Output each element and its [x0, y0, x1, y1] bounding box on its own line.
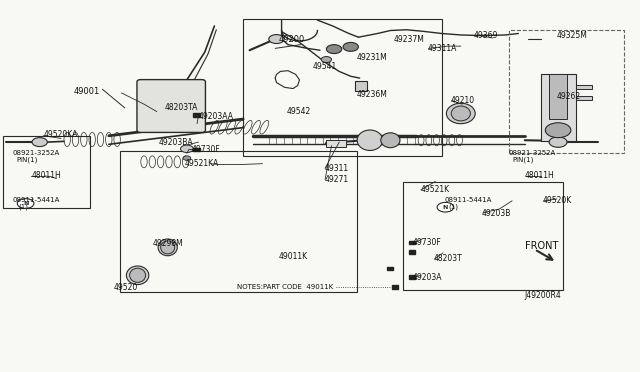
- Text: 49521K: 49521K: [421, 185, 451, 194]
- Text: 49520K: 49520K: [543, 196, 572, 205]
- Text: 49011K: 49011K: [278, 252, 308, 261]
- Text: 49237M: 49237M: [394, 35, 424, 44]
- Bar: [120, 151, 357, 292]
- Bar: [509, 30, 624, 153]
- Bar: [576, 85, 592, 89]
- Text: 48011H: 48011H: [32, 171, 61, 180]
- Text: 49271: 49271: [325, 175, 349, 184]
- Bar: [3, 136, 90, 208]
- Bar: [387, 267, 393, 270]
- Text: 08921-3252A: 08921-3252A: [509, 150, 556, 155]
- Circle shape: [549, 137, 567, 147]
- Text: 49236M: 49236M: [357, 90, 388, 99]
- FancyBboxPatch shape: [137, 80, 205, 132]
- Text: 49200: 49200: [278, 35, 305, 44]
- Circle shape: [437, 202, 454, 212]
- Circle shape: [269, 35, 284, 44]
- Text: 49521KA: 49521KA: [184, 159, 219, 168]
- Ellipse shape: [129, 268, 146, 282]
- Bar: [549, 74, 567, 119]
- Text: 49541: 49541: [312, 62, 337, 71]
- Text: 08921-3252A: 08921-3252A: [13, 150, 60, 155]
- Bar: [409, 250, 415, 254]
- Text: 49203A: 49203A: [413, 273, 442, 282]
- Circle shape: [321, 57, 332, 62]
- Text: 49730F: 49730F: [192, 145, 221, 154]
- Ellipse shape: [357, 130, 383, 151]
- Bar: [193, 148, 200, 151]
- Bar: [409, 241, 415, 244]
- Text: NOTES:PART CODE  49011K: NOTES:PART CODE 49011K: [237, 284, 333, 290]
- Bar: [576, 96, 592, 100]
- Text: 49001: 49001: [74, 87, 100, 96]
- Ellipse shape: [161, 241, 175, 254]
- Text: 49262: 49262: [557, 92, 581, 101]
- Text: N: N: [23, 201, 28, 206]
- Bar: [355, 81, 367, 91]
- Circle shape: [343, 42, 358, 51]
- Ellipse shape: [451, 106, 470, 121]
- Text: 49203B: 49203B: [481, 209, 511, 218]
- Bar: [392, 285, 398, 289]
- Ellipse shape: [127, 266, 148, 285]
- Text: 49203BA: 49203BA: [159, 138, 193, 147]
- Text: 49542: 49542: [287, 107, 311, 116]
- Text: FRONT: FRONT: [525, 241, 558, 251]
- Text: 49730F: 49730F: [413, 238, 442, 247]
- Text: 49231M: 49231M: [357, 53, 388, 62]
- Text: 48203T: 48203T: [434, 254, 463, 263]
- Text: J49200R4: J49200R4: [525, 291, 561, 300]
- Text: 49311A: 49311A: [428, 44, 457, 53]
- Ellipse shape: [158, 239, 177, 256]
- Text: N: N: [443, 205, 448, 210]
- Bar: [403, 182, 563, 290]
- Text: 49311: 49311: [325, 164, 349, 173]
- Text: 08911-5441A: 08911-5441A: [445, 197, 492, 203]
- Circle shape: [183, 156, 191, 160]
- Text: PIN(1): PIN(1): [512, 157, 533, 163]
- Text: 49520KA: 49520KA: [44, 130, 78, 139]
- Text: 49369: 49369: [474, 31, 498, 40]
- Bar: [326, 140, 346, 147]
- Text: (1): (1): [448, 204, 458, 211]
- Ellipse shape: [381, 133, 400, 148]
- Text: 49520: 49520: [114, 283, 138, 292]
- Text: 48011H: 48011H: [525, 171, 554, 180]
- Circle shape: [180, 145, 193, 153]
- Text: 49298M: 49298M: [152, 239, 183, 248]
- Circle shape: [32, 138, 47, 147]
- Bar: [541, 74, 576, 141]
- Text: 08911-5441A: 08911-5441A: [13, 197, 60, 203]
- Text: 49203AA: 49203AA: [198, 112, 234, 121]
- Text: 49325M: 49325M: [557, 31, 588, 40]
- Bar: [193, 113, 200, 117]
- Circle shape: [545, 123, 571, 138]
- Text: 48203TA: 48203TA: [165, 103, 198, 112]
- Ellipse shape: [447, 103, 475, 124]
- Circle shape: [17, 199, 34, 208]
- Circle shape: [326, 45, 342, 54]
- Text: (1): (1): [18, 204, 28, 211]
- Bar: [243, 19, 442, 156]
- Text: PIN(1): PIN(1): [16, 157, 37, 163]
- Bar: [409, 275, 415, 279]
- Text: 49210: 49210: [451, 96, 475, 105]
